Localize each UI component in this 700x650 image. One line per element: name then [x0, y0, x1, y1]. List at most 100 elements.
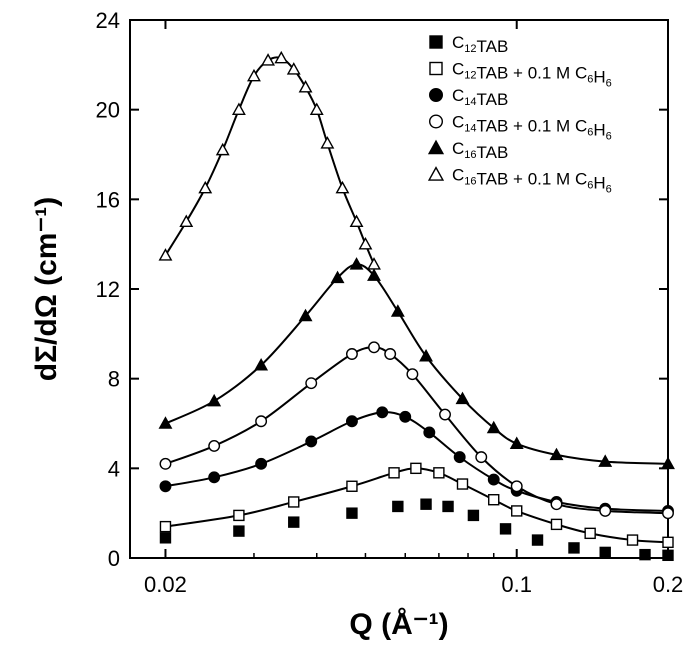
data-point	[499, 523, 512, 535]
legend-label: C14TAB + 0.1 M C6H6	[452, 113, 612, 143]
legend-marker	[429, 87, 444, 102]
data-point	[509, 436, 524, 449]
data-point	[274, 50, 289, 64]
data-point	[419, 349, 433, 362]
data-point	[346, 480, 358, 492]
legend-label: C12TAB + 0.1 M C6H6	[452, 60, 612, 90]
data-point	[233, 525, 245, 537]
x-tick-label: 0.02	[144, 572, 187, 597]
legend-label: C16TAB + 0.1 M C6H6	[452, 166, 612, 196]
data-point	[159, 480, 172, 493]
y-tick-label: 0	[108, 546, 120, 571]
data-point	[453, 451, 466, 464]
data-point	[298, 308, 313, 322]
data-point	[661, 456, 675, 470]
data-point	[159, 532, 172, 544]
y-tick-label: 8	[108, 367, 120, 392]
x-axis-label: Q (Å⁻¹)	[349, 608, 448, 641]
data-point	[475, 451, 488, 464]
legend-label: C14TAB	[452, 86, 508, 109]
data-point	[439, 408, 451, 421]
data-point	[442, 500, 454, 513]
data-point	[456, 478, 469, 490]
fit-curve	[165, 411, 669, 512]
legend-marker	[429, 114, 444, 129]
data-point	[639, 548, 651, 561]
data-point	[208, 471, 221, 484]
data-point	[335, 180, 350, 194]
data-point	[531, 534, 544, 546]
data-point	[215, 142, 230, 156]
data-point	[486, 420, 501, 434]
data-point	[255, 457, 268, 470]
data-point	[198, 180, 213, 194]
data-point	[390, 304, 405, 317]
y-tick-label: 12	[96, 277, 120, 302]
data-point	[599, 546, 611, 559]
y-tick-label: 20	[96, 98, 120, 123]
data-point	[549, 447, 564, 461]
data-point	[298, 80, 313, 93]
y-tick-label: 4	[108, 456, 120, 481]
data-point	[550, 518, 563, 531]
data-point	[420, 498, 432, 510]
data-point	[662, 507, 674, 520]
data-point	[584, 527, 596, 540]
fit-curve	[164, 56, 375, 265]
data-point	[349, 257, 364, 270]
data-point	[367, 268, 381, 281]
data-point	[345, 348, 358, 360]
data-point	[288, 496, 300, 508]
data-point	[286, 62, 301, 75]
data-point	[599, 504, 612, 517]
data-point	[368, 341, 380, 354]
data-point	[158, 416, 173, 429]
data-point	[158, 248, 173, 261]
data-point	[662, 536, 674, 549]
data-point	[392, 500, 404, 513]
data-point	[207, 393, 222, 407]
data-point	[550, 498, 563, 511]
data-point	[410, 462, 422, 475]
data-point	[406, 368, 419, 381]
data-point	[433, 467, 445, 479]
legend-marker	[427, 139, 445, 155]
legend-marker	[429, 61, 443, 76]
data-point	[487, 473, 500, 486]
data-point	[467, 509, 480, 522]
data-point	[626, 534, 639, 546]
data-point	[349, 214, 364, 228]
data-point	[388, 467, 400, 479]
data-point	[358, 236, 373, 250]
x-tick-label: 0.2	[653, 572, 684, 597]
y-tick-label: 24	[96, 8, 120, 33]
data-point	[159, 520, 172, 533]
data-point	[455, 391, 470, 405]
data-point	[309, 102, 324, 115]
data-point	[568, 542, 580, 554]
legend-label: C12TAB	[452, 33, 508, 56]
data-point	[384, 348, 397, 360]
data-point	[208, 439, 221, 452]
data-point	[510, 480, 523, 493]
data-point	[423, 426, 436, 439]
data-point	[346, 507, 358, 519]
data-point	[662, 549, 674, 562]
legend-label: C16TAB	[452, 139, 508, 162]
data-point	[367, 257, 381, 270]
legend-marker	[427, 166, 445, 181]
legend-marker	[429, 35, 443, 49]
data-point	[305, 377, 318, 390]
data-point	[511, 505, 523, 517]
data-point	[179, 214, 194, 228]
data-point	[330, 270, 345, 284]
data-point	[399, 410, 412, 423]
data-point	[233, 509, 245, 522]
y-tick-label: 16	[96, 187, 120, 212]
axis-ticks: 0 4 8 12 16 20 24 0.02 0.1 0.2	[96, 8, 684, 597]
data-point	[376, 406, 389, 419]
data-point	[345, 415, 358, 428]
data-point	[320, 136, 335, 149]
data-point	[231, 102, 246, 115]
data-point	[254, 358, 269, 371]
